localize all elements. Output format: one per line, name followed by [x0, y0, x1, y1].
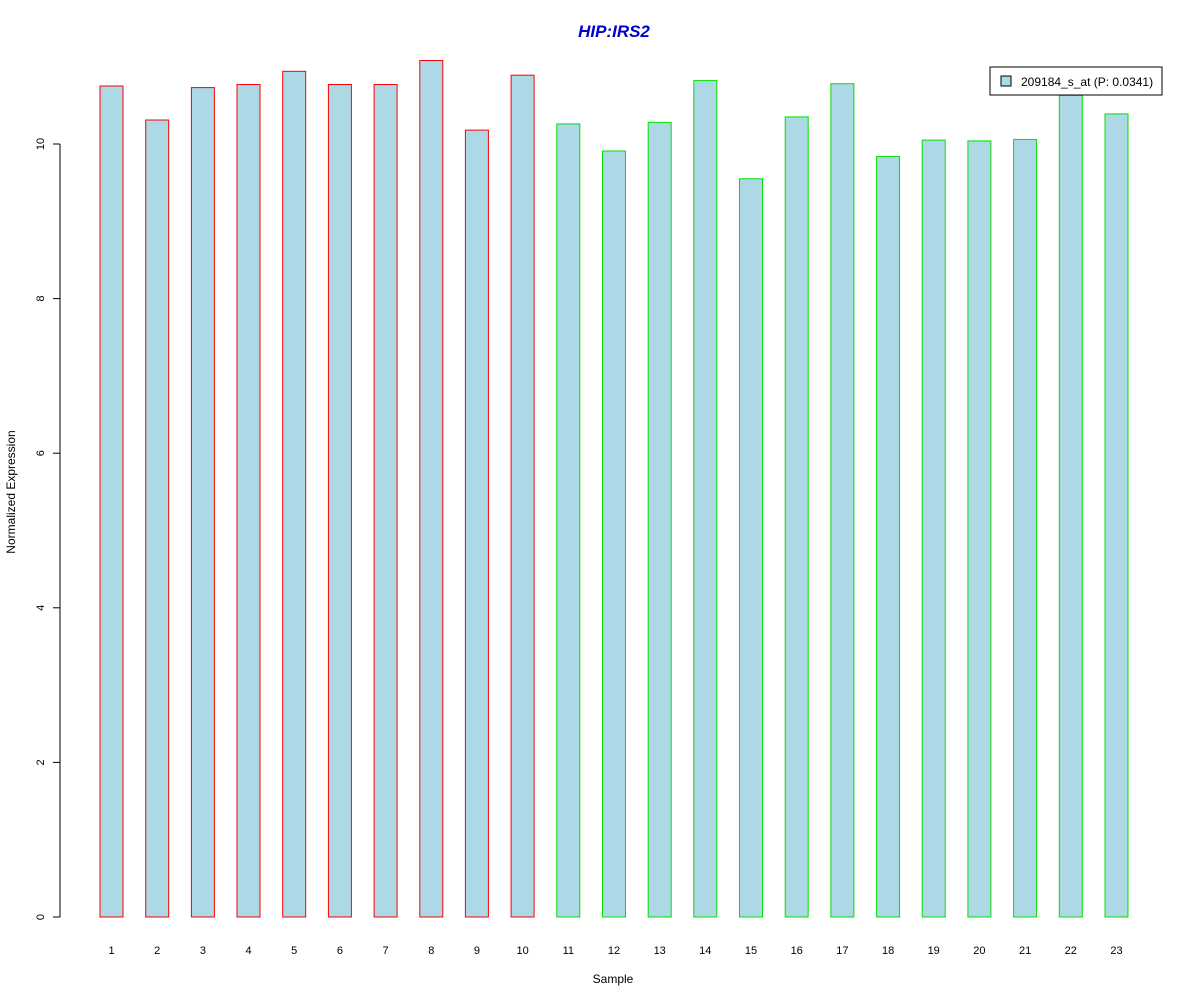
y-axis: 0 2 4 6 8 10 [35, 138, 61, 920]
x-axis-tick-label: 18 [882, 945, 894, 957]
bar-sample-1 [99, 85, 124, 918]
bar-sample-5 [282, 70, 307, 918]
x-axis-tick-label: 4 [245, 945, 251, 957]
legend-label: 209184_s_at (P: 0.0341) [1021, 75, 1153, 89]
x-axis-tick-label: 14 [699, 945, 711, 957]
x-axis-tick-label: 16 [791, 945, 803, 957]
bar-sample-9 [464, 129, 489, 918]
bar-sample-3 [190, 87, 215, 918]
x-axis-tick-labels: 1 2 3 4 5 6 7 8 9 10 11 12 13 14 15 16 17 18 19 20 21 22 23 [108, 945, 1122, 957]
x-axis-tick-label: 10 [516, 945, 528, 957]
legend-box [989, 66, 1163, 96]
x-axis-tick-label: 8 [428, 945, 434, 957]
bar-sample-13 [647, 121, 672, 918]
bar-sample-18 [876, 155, 901, 918]
bar-sample-15 [739, 178, 763, 918]
bars [99, 60, 1129, 918]
legend: 209184_s_at (P: 0.0341) [989, 66, 1163, 96]
bar-sample-2 [145, 119, 170, 918]
bar-sample-20 [967, 140, 992, 918]
x-axis-tick-label: 1 [108, 945, 114, 957]
x-axis-tick-label: 21 [1019, 945, 1031, 957]
x-axis-tick-label: 7 [383, 945, 389, 957]
bar-sample-7 [373, 84, 398, 918]
y-axis-tick-label: 8 [35, 296, 47, 302]
x-axis-tick-label: 6 [337, 945, 343, 957]
chart-title: HIP:IRS2 [578, 22, 650, 41]
x-axis-tick-label: 22 [1065, 945, 1077, 957]
x-axis-tick-label: 20 [973, 945, 985, 957]
y-axis-tick-label: 10 [35, 138, 47, 150]
x-axis-tick-label: 15 [745, 945, 757, 957]
bar-sample-21 [1013, 138, 1038, 918]
x-axis-tick-label: 12 [608, 945, 620, 957]
bar-sample-10 [510, 74, 535, 918]
y-axis-label: Normalized Expression [4, 430, 18, 553]
x-axis-tick-label: 17 [836, 945, 848, 957]
y-axis-tick-label: 4 [35, 605, 47, 611]
bar-sample-16 [784, 116, 809, 918]
bar-sample-23 [1104, 113, 1129, 918]
x-axis-tick-label: 11 [563, 945, 574, 957]
x-axis-tick-label: 19 [928, 945, 940, 957]
bar-sample-6 [327, 84, 352, 918]
bar-sample-4 [236, 84, 261, 918]
x-axis-tick-label: 2 [154, 945, 160, 957]
bar-sample-22 [1058, 94, 1083, 918]
y-axis-tick-label: 0 [35, 914, 47, 920]
bar-sample-12 [602, 150, 626, 918]
bar-sample-19 [921, 139, 946, 918]
bar-sample-17 [830, 83, 855, 918]
x-axis-label: Sample [593, 972, 634, 986]
legend-swatch [1000, 75, 1012, 87]
x-axis-tick-label: 23 [1110, 945, 1122, 957]
bar-sample-11 [556, 123, 581, 918]
x-axis-tick-label: 3 [200, 945, 206, 957]
y-axis-tick-label: 2 [35, 759, 47, 765]
x-axis-tick-label: 9 [474, 945, 480, 957]
bar-sample-14 [693, 80, 718, 918]
x-axis-tick-label: 13 [654, 945, 666, 957]
x-axis-tick-label: 5 [291, 945, 297, 957]
bar-sample-8 [419, 60, 444, 918]
y-axis-tick-label: 6 [35, 450, 47, 456]
